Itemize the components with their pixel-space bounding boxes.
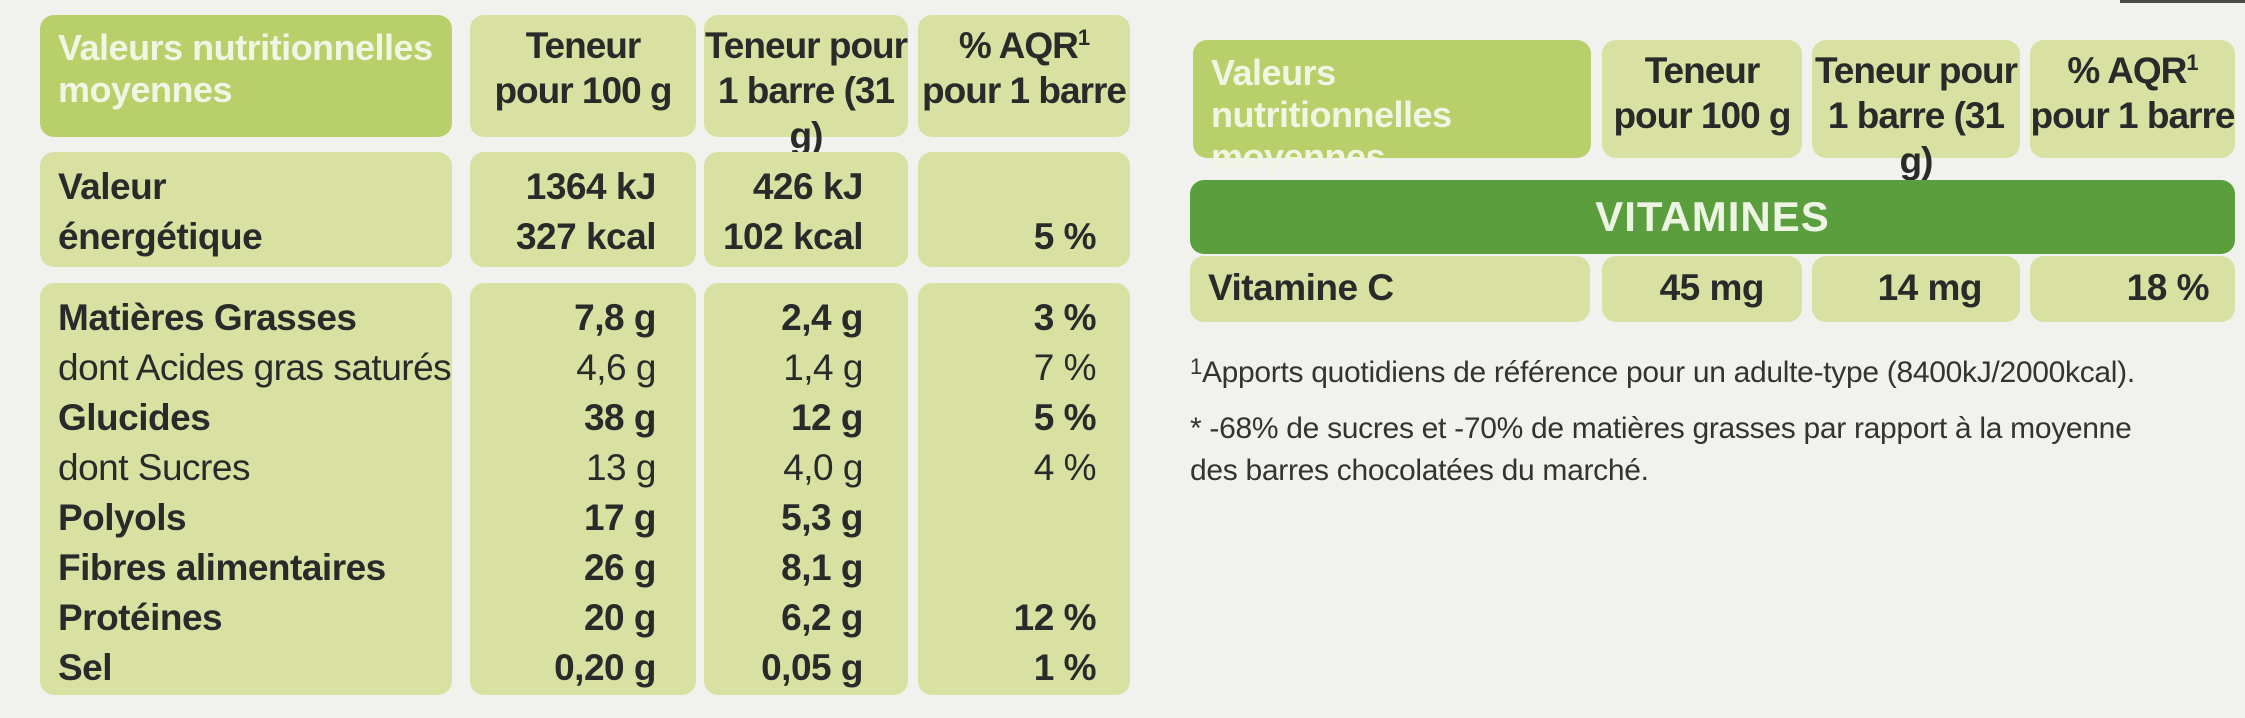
footnote-aqr-text: Apports quotidiens de référence pour un … bbox=[1201, 356, 2135, 389]
value-protein-aqr: 12 % bbox=[1013, 597, 1097, 638]
right-header-perbar-line1: Teneur pour bbox=[1814, 50, 2018, 91]
value-salt-per100: 0,20 g bbox=[554, 647, 656, 688]
footnote-claim-line2: des barres chocolatées du marché. bbox=[1190, 454, 1649, 487]
right-header-label-line1: Valeurs nutritionnelles bbox=[1211, 52, 1452, 135]
aqr-superscript: 1 bbox=[1077, 25, 1090, 50]
header-perbar-line2: 1 barre (31 g) bbox=[717, 70, 895, 156]
header-label-line1: Valeurs nutritionnelles bbox=[58, 27, 433, 68]
left-header-aqr: % AQR1 pour 1 barre bbox=[918, 15, 1130, 137]
header-label-line2: moyennes bbox=[58, 69, 233, 110]
energy-label-line1: Valeur bbox=[58, 166, 167, 207]
row-label-polyols: Polyols bbox=[58, 497, 187, 538]
value-salt-perbar: 0,05 g bbox=[761, 647, 863, 688]
value-salt-aqr: 1 % bbox=[1033, 647, 1097, 688]
energy-aqr: 5 % bbox=[918, 152, 1130, 267]
right-header-per100-line2: pour 100 g bbox=[1613, 95, 1791, 136]
value-polyols-perbar: 5,3 g bbox=[781, 497, 863, 538]
right-header-perbar-line2: 1 barre (31 g) bbox=[1827, 95, 2005, 181]
nutrient-labels: Matières Grasses dont Acides gras saturé… bbox=[40, 283, 452, 695]
value-carbs-per100: 38 g bbox=[583, 397, 657, 438]
value-saturated-per100: 4,6 g bbox=[576, 347, 656, 388]
header-per100-line2: pour 100 g bbox=[494, 70, 672, 111]
right-header-per100: Teneur pour 100 g bbox=[1602, 40, 1802, 158]
row-label-carbs: Glucides bbox=[58, 397, 211, 438]
left-header-per100: Teneur pour 100 g bbox=[470, 15, 696, 137]
row-label-protein: Protéines bbox=[58, 597, 223, 638]
energy-perbar: 426 kJ 102 kcal bbox=[704, 152, 908, 267]
energy-perbar-kcal: 102 kcal bbox=[722, 216, 864, 257]
footnote-aqr: 1Apports quotidiens de référence pour un… bbox=[1190, 352, 2240, 394]
right-header-per100-line1: Teneur bbox=[1644, 50, 1761, 91]
right-aqr-superscript: 1 bbox=[2186, 50, 2198, 75]
header-perbar-line1: Teneur pour bbox=[704, 25, 908, 66]
value-sugars-perbar: 4,0 g bbox=[783, 447, 863, 488]
value-sugars-aqr: 4 % bbox=[1033, 447, 1097, 488]
value-saturated-aqr: 7 % bbox=[1033, 347, 1097, 388]
value-polyols-per100: 17 g bbox=[583, 497, 657, 538]
right-header-label: Valeurs nutritionnelles moyennes bbox=[1193, 40, 1591, 177]
row-label-fibre: Fibres alimentaires bbox=[58, 547, 386, 588]
vitamin-c-per100: 45 mg bbox=[1602, 256, 1802, 322]
value-carbs-aqr: 5 % bbox=[1033, 397, 1097, 438]
energy-per100-kcal: 327 kcal bbox=[515, 216, 657, 257]
value-saturated-perbar: 1,4 g bbox=[783, 347, 863, 388]
vitamin-c-perbar: 14 mg bbox=[1812, 256, 2020, 322]
value-carbs-perbar: 12 g bbox=[790, 397, 864, 438]
header-aqr-line2: pour 1 barre bbox=[922, 70, 1127, 111]
vitamins-section-title: VITAMINES bbox=[1190, 180, 2235, 254]
nutrient-perbar: 2,4 g 1,4 g 12 g 4,0 g 5,3 g 8,1 g 6,2 g… bbox=[704, 283, 908, 695]
nutrient-aqr: 3 % 7 % 5 % 4 % 12 % 1 % bbox=[918, 283, 1130, 695]
right-header-label-line2: moyennes bbox=[1211, 136, 1386, 177]
right-header-perbar: Teneur pour 1 barre (31 g) bbox=[1812, 40, 2020, 181]
energy-per100-kj: 1364 kJ bbox=[525, 166, 657, 207]
value-fibre-aqr bbox=[918, 543, 1096, 593]
right-header-aqr-line1: % AQR1 bbox=[2067, 50, 2198, 91]
top-edge-line bbox=[2120, 0, 2245, 3]
value-sugars-per100: 13 g bbox=[585, 447, 657, 488]
nutrient-per100: 7,8 g 4,6 g 38 g 13 g 17 g 26 g 20 g 0,2… bbox=[470, 283, 696, 695]
header-aqr-line1: % AQR1 bbox=[958, 25, 1090, 66]
footnote-claim-line1: * -68% de sucres et -70% de matières gra… bbox=[1190, 412, 2132, 445]
value-protein-per100: 20 g bbox=[583, 597, 657, 638]
value-polyols-aqr bbox=[918, 493, 1096, 543]
value-fat-perbar: 2,4 g bbox=[781, 297, 863, 338]
value-fibre-per100: 26 g bbox=[583, 547, 657, 588]
energy-label-line2: énergétique bbox=[58, 216, 263, 257]
value-fat-aqr: 3 % bbox=[1033, 297, 1097, 338]
value-fibre-perbar: 8,1 g bbox=[781, 547, 863, 588]
right-header-aqr: % AQR1 pour 1 barre bbox=[2030, 40, 2235, 158]
value-protein-perbar: 6,2 g bbox=[781, 597, 863, 638]
row-label-fat: Matières Grasses bbox=[58, 297, 357, 338]
energy-perbar-kj: 426 kJ bbox=[752, 166, 864, 207]
row-label-saturated: dont Acides gras saturés bbox=[58, 347, 452, 388]
right-header-aqr-line2: pour 1 barre bbox=[2030, 95, 2236, 136]
vitamin-c-label: Vitamine C bbox=[1190, 256, 1590, 322]
left-header-label: Valeurs nutritionnelles moyennes bbox=[40, 15, 452, 137]
header-per100-line1: Teneur bbox=[525, 25, 642, 66]
energy-per100: 1364 kJ 327 kcal bbox=[470, 152, 696, 267]
energy-label: Valeur énergétique bbox=[40, 152, 452, 267]
value-fat-per100: 7,8 g bbox=[574, 297, 656, 338]
energy-aqr-value: 5 % bbox=[1033, 216, 1097, 257]
left-header-perbar: Teneur pour 1 barre (31 g) bbox=[704, 15, 908, 156]
row-label-salt: Sel bbox=[58, 647, 113, 688]
row-label-sugars: dont Sucres bbox=[58, 447, 250, 488]
footnote-superscript: 1 bbox=[1190, 354, 1202, 379]
vitamin-c-aqr: 18 % bbox=[2030, 256, 2235, 322]
